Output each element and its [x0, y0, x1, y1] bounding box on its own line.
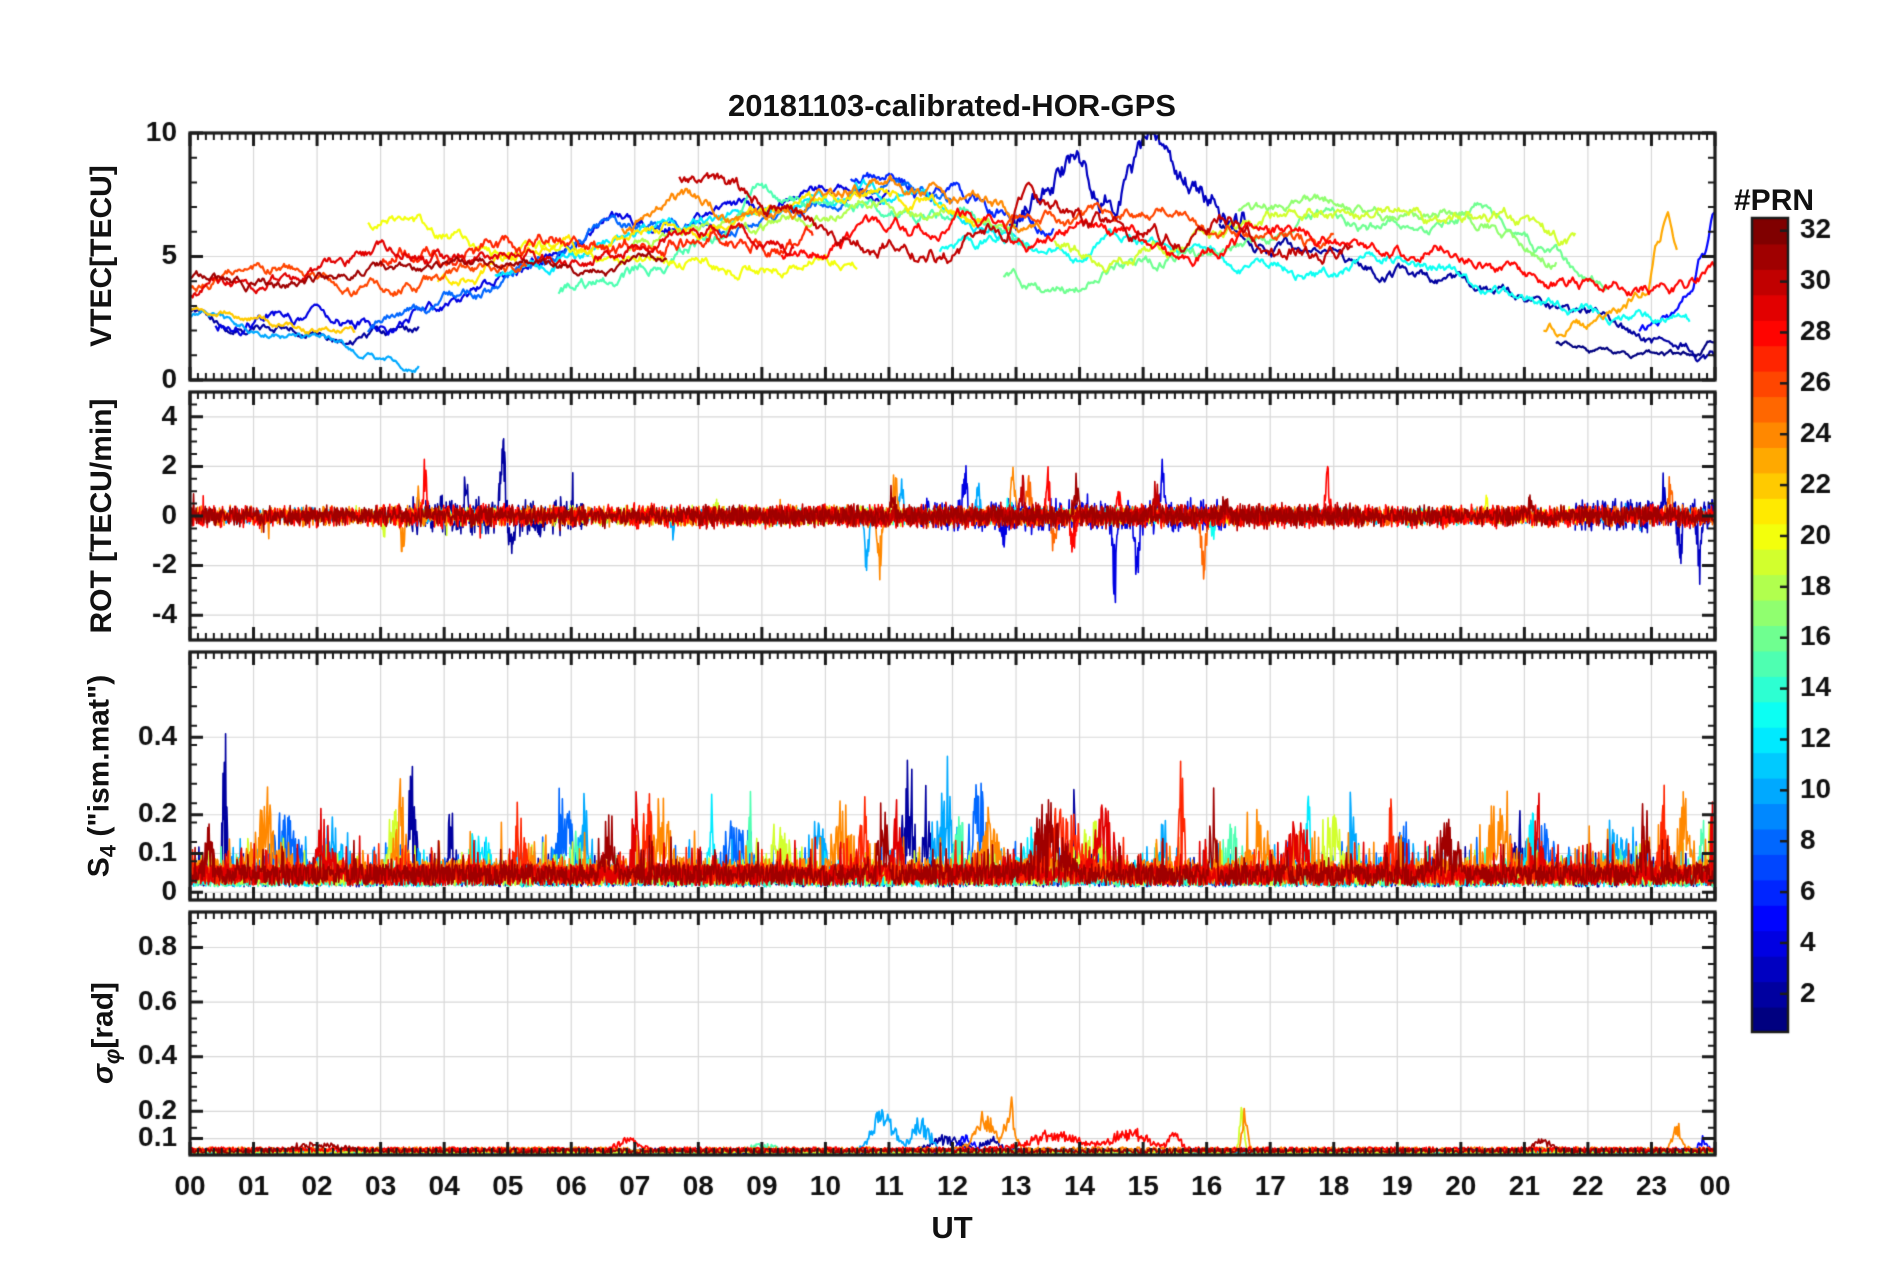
colorbar-label: #PRN	[1734, 184, 1815, 217]
ylabel-s4-rest: ("ism.mat")	[82, 674, 116, 845]
ylabel-s4: S4 ("ism.mat")	[83, 675, 122, 877]
ylabel-sigma-main: σ	[86, 1064, 120, 1085]
ylabel-s4-sub: 4	[95, 844, 121, 858]
ylabel-sigma-rest: [rad]	[86, 981, 120, 1049]
ylabel-sigma-sub: φ	[99, 1048, 125, 1065]
xlabel: UT	[931, 1210, 973, 1245]
ylabel-s4-main: S	[82, 857, 116, 878]
chart-title: 20181103-calibrated-HOR-GPS	[728, 88, 1176, 123]
ylabel-vtec: VTEC[TECU]	[85, 165, 118, 347]
ylabel-sigma-phi: σφ[rad]	[87, 982, 126, 1084]
ylabel-rot: ROT [TECU/min]	[85, 398, 118, 634]
